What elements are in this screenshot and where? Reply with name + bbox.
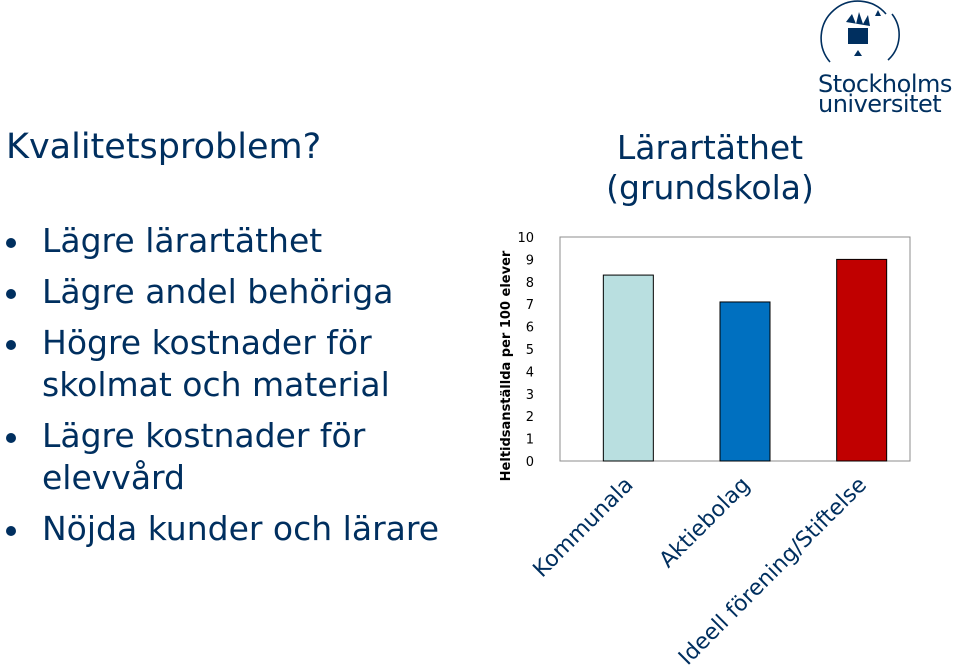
y-tick-label: 1: [526, 433, 534, 448]
y-tick-label: 10: [517, 231, 534, 246]
bar-1: [602, 274, 654, 462]
y-tick-label: 8: [526, 276, 534, 291]
y-tick-label: 6: [526, 321, 534, 336]
x-category-label: Aktiebolag: [655, 473, 755, 573]
y-tick-label: 2: [526, 410, 534, 425]
university-logo-emblem: [820, 0, 900, 63]
bullet-item: Lägre andel behöriga: [0, 271, 470, 313]
y-tick-label: 0: [526, 455, 534, 470]
bar-3: [836, 258, 888, 462]
bullet-item: Nöjda kunder och lärare: [0, 508, 470, 550]
y-tick-label: 3: [526, 388, 534, 403]
x-category-label: Kommunala: [529, 473, 639, 583]
bullet-list: Lägre lärartäthet Lägre andel behöriga H…: [0, 220, 470, 559]
x-category-label: Ideell förening/Stiftelse: [674, 473, 872, 666]
y-tick-label: 7: [526, 298, 534, 313]
slide-title: Kvalitetsproblem?: [6, 127, 322, 167]
chart-title: Lärartäthet (grundskola): [606, 128, 814, 207]
y-tick-label: 9: [526, 253, 534, 268]
y-tick-label: 4: [526, 365, 534, 380]
bullet-item: Lägre kostnader för elevvård: [0, 415, 470, 499]
y-axis-label: Heltidsanställda per 100 elever: [499, 250, 514, 481]
bullet-item: Högre kostnader för skolmat och material: [0, 322, 470, 406]
logo-wordmark-line2: universitet: [818, 90, 942, 118]
bullet-item: Lägre lärartäthet: [0, 220, 470, 262]
bar-2: [719, 301, 771, 462]
logo-wordmark-line1: Stockholms: [818, 70, 952, 98]
y-tick-label: 5: [526, 343, 534, 358]
